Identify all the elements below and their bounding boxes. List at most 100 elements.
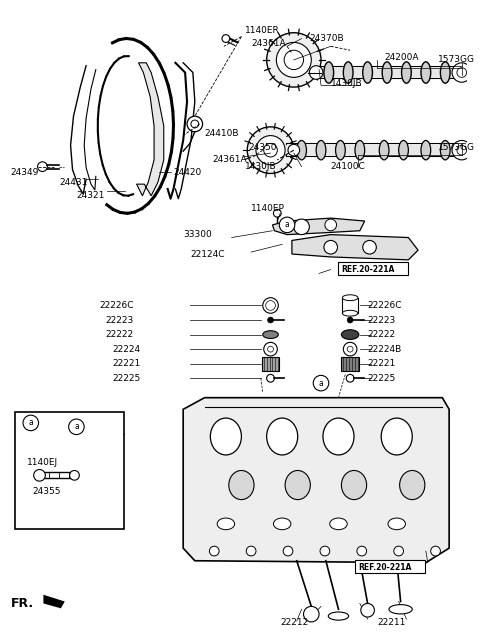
Text: 22221: 22221 xyxy=(368,360,396,369)
Bar xyxy=(342,298,358,313)
Ellipse shape xyxy=(342,310,358,316)
Bar xyxy=(287,144,462,156)
Text: 22226C: 22226C xyxy=(368,301,402,310)
Circle shape xyxy=(268,317,274,323)
Circle shape xyxy=(222,35,230,42)
Ellipse shape xyxy=(341,330,359,340)
Circle shape xyxy=(256,135,285,165)
Ellipse shape xyxy=(217,518,235,530)
Text: 22223: 22223 xyxy=(368,315,396,324)
Ellipse shape xyxy=(229,471,254,499)
Circle shape xyxy=(267,33,321,87)
Ellipse shape xyxy=(330,518,347,530)
Circle shape xyxy=(288,144,300,156)
Text: 33300: 33300 xyxy=(183,230,212,239)
Text: 24100C: 24100C xyxy=(331,162,365,171)
Circle shape xyxy=(347,317,353,323)
Polygon shape xyxy=(137,63,164,196)
Ellipse shape xyxy=(382,62,392,83)
Ellipse shape xyxy=(440,141,450,160)
Ellipse shape xyxy=(381,418,412,455)
Circle shape xyxy=(394,546,404,556)
Bar xyxy=(341,357,359,370)
Circle shape xyxy=(264,342,277,356)
Text: 22222: 22222 xyxy=(106,330,133,339)
Ellipse shape xyxy=(267,418,298,455)
Circle shape xyxy=(37,162,48,171)
Circle shape xyxy=(279,217,295,232)
Text: 24321: 24321 xyxy=(76,191,105,200)
Text: a: a xyxy=(285,220,289,229)
Text: 24361A: 24361A xyxy=(212,155,247,164)
Ellipse shape xyxy=(421,141,431,160)
Text: 22224: 22224 xyxy=(112,345,141,354)
Circle shape xyxy=(264,143,277,157)
Ellipse shape xyxy=(336,141,345,160)
Bar xyxy=(355,560,425,573)
Circle shape xyxy=(34,469,45,481)
Circle shape xyxy=(363,241,376,254)
Circle shape xyxy=(357,546,367,556)
Text: 1140EJ: 1140EJ xyxy=(27,458,58,467)
Ellipse shape xyxy=(328,612,348,620)
Circle shape xyxy=(343,342,357,356)
Text: 1430JB: 1430JB xyxy=(331,79,362,88)
Circle shape xyxy=(69,419,84,435)
Circle shape xyxy=(268,346,274,352)
Text: 22226C: 22226C xyxy=(100,301,134,310)
Circle shape xyxy=(320,546,330,556)
Text: 24350: 24350 xyxy=(248,143,276,152)
Polygon shape xyxy=(273,218,365,234)
Text: 24361A: 24361A xyxy=(251,39,286,48)
Text: 24410B: 24410B xyxy=(204,129,239,138)
Circle shape xyxy=(247,127,294,173)
Text: REF.20-221A: REF.20-221A xyxy=(341,265,395,274)
Text: a: a xyxy=(319,379,324,388)
Ellipse shape xyxy=(402,62,411,83)
Circle shape xyxy=(266,300,276,310)
Circle shape xyxy=(191,120,199,128)
Circle shape xyxy=(452,141,471,160)
Text: 22222: 22222 xyxy=(368,330,396,339)
Bar xyxy=(338,262,408,275)
Circle shape xyxy=(346,374,354,382)
Text: 24420: 24420 xyxy=(173,168,202,177)
Circle shape xyxy=(276,42,312,78)
Text: 1140EP: 1140EP xyxy=(251,204,285,213)
Circle shape xyxy=(267,374,275,382)
Ellipse shape xyxy=(285,471,311,499)
Text: 22225: 22225 xyxy=(112,374,141,383)
Text: 1573GG: 1573GG xyxy=(437,55,475,64)
Text: 22124C: 22124C xyxy=(190,250,225,259)
Ellipse shape xyxy=(210,418,241,455)
Circle shape xyxy=(457,67,467,78)
Circle shape xyxy=(431,546,440,556)
Ellipse shape xyxy=(316,141,326,160)
Ellipse shape xyxy=(274,518,291,530)
Circle shape xyxy=(209,546,219,556)
Text: 22221: 22221 xyxy=(112,360,141,369)
Ellipse shape xyxy=(297,141,306,160)
Circle shape xyxy=(313,376,329,391)
Ellipse shape xyxy=(355,141,365,160)
Text: REF.20-221A: REF.20-221A xyxy=(358,563,411,572)
Text: 24349: 24349 xyxy=(11,168,39,177)
Text: 22224B: 22224B xyxy=(368,345,402,354)
Ellipse shape xyxy=(379,141,389,160)
Text: a: a xyxy=(74,422,79,431)
Text: 1140ER: 1140ER xyxy=(245,26,280,35)
Bar xyxy=(321,67,462,78)
Text: a: a xyxy=(28,419,33,428)
Ellipse shape xyxy=(400,471,425,499)
Circle shape xyxy=(187,116,203,132)
Text: 22225: 22225 xyxy=(368,374,396,383)
Ellipse shape xyxy=(323,418,354,455)
Ellipse shape xyxy=(399,141,408,160)
Circle shape xyxy=(274,209,281,217)
Ellipse shape xyxy=(440,62,450,83)
Circle shape xyxy=(246,546,256,556)
Ellipse shape xyxy=(263,331,278,338)
Circle shape xyxy=(283,546,293,556)
Ellipse shape xyxy=(324,62,334,83)
Text: 24431: 24431 xyxy=(59,178,87,187)
